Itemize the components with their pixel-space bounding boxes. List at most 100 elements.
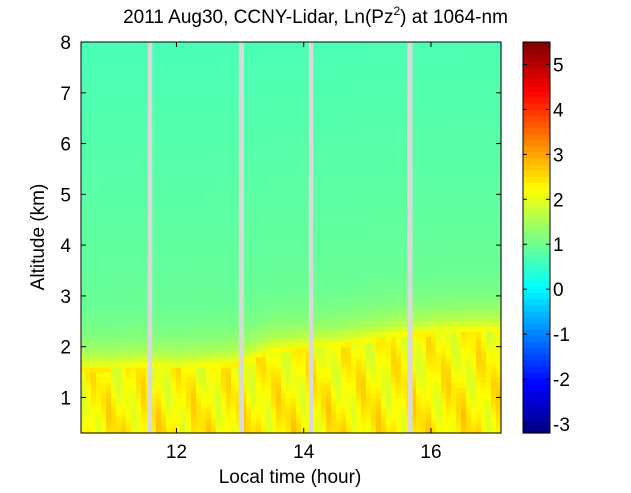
heatmap-cell <box>121 361 127 368</box>
heatmap-cell <box>171 87 177 94</box>
heatmap-cell <box>361 204 367 211</box>
heatmap-cell <box>136 229 142 236</box>
heatmap-cell <box>216 397 222 404</box>
heatmap-cell <box>141 194 147 201</box>
heatmap-cell <box>106 361 112 368</box>
heatmap-cell <box>91 392 97 399</box>
heatmap-cell <box>111 179 117 185</box>
heatmap-cell <box>126 72 132 79</box>
heatmap-cell <box>116 87 122 94</box>
heatmap-cell <box>361 290 367 297</box>
heatmap-cell <box>186 316 192 322</box>
heatmap-cell <box>266 174 272 180</box>
heatmap-cell <box>361 82 367 89</box>
heatmap-cell <box>326 336 332 343</box>
heatmap-cell <box>341 77 347 84</box>
heatmap-cell <box>106 113 112 119</box>
heatmap-cell <box>121 300 127 307</box>
heatmap-cell <box>291 118 297 124</box>
heatmap-cell <box>86 341 92 348</box>
heatmap-cell <box>386 356 392 363</box>
heatmap-cell <box>316 174 322 180</box>
heatmap-cell <box>196 184 202 190</box>
heatmap-cell <box>171 82 177 89</box>
heatmap-cell <box>226 250 232 256</box>
heatmap-cell <box>121 47 127 53</box>
heatmap-cell <box>281 240 287 246</box>
heatmap-cell <box>176 57 182 63</box>
heatmap-cell <box>341 97 347 104</box>
heatmap-cell <box>251 184 257 190</box>
heatmap-cell <box>216 366 222 373</box>
heatmap-cell <box>336 57 342 63</box>
heatmap-cell <box>106 199 112 206</box>
heatmap-cell <box>126 133 132 140</box>
heatmap-cell <box>286 229 292 236</box>
heatmap-cell <box>381 280 387 287</box>
heatmap-cell <box>201 143 207 150</box>
heatmap-cell <box>206 265 212 272</box>
heatmap-cell <box>331 158 337 165</box>
heatmap-cell <box>361 356 367 363</box>
heatmap-cell <box>236 148 242 155</box>
heatmap-cell <box>361 321 367 327</box>
heatmap-cell <box>401 285 407 292</box>
heatmap-cell <box>346 397 352 404</box>
heatmap-cell <box>351 143 357 150</box>
heatmap-cell <box>306 316 312 322</box>
heatmap-cell <box>131 240 137 246</box>
heatmap-cell <box>356 321 362 327</box>
heatmap-cell <box>296 102 302 109</box>
heatmap-cell <box>246 204 252 211</box>
heatmap-cell <box>161 260 167 267</box>
heatmap-cell <box>381 377 387 383</box>
heatmap-cell <box>321 280 327 287</box>
heatmap-cell <box>316 87 322 94</box>
heatmap-cell <box>136 102 142 109</box>
heatmap-cell <box>151 209 157 216</box>
heatmap-cell <box>246 158 252 165</box>
heatmap-cell <box>211 275 217 282</box>
heatmap-cell <box>156 280 162 287</box>
heatmap-cell <box>301 77 307 84</box>
heatmap-cell <box>306 168 312 175</box>
heatmap-cell <box>101 82 107 89</box>
heatmap-cell <box>361 234 367 241</box>
heatmap-cell <box>206 316 212 322</box>
heatmap-cell <box>161 351 167 358</box>
heatmap-cell <box>361 331 367 338</box>
heatmap-cell <box>316 412 322 419</box>
heatmap-cell <box>346 133 352 140</box>
heatmap-cell <box>96 108 102 114</box>
heatmap-cell <box>396 311 402 317</box>
heatmap-cell <box>306 234 312 241</box>
heatmap-cell <box>106 87 112 94</box>
heatmap-cell <box>246 229 252 236</box>
heatmap-cell <box>301 392 307 399</box>
heatmap-cell <box>371 158 377 165</box>
heatmap-cell <box>331 92 337 99</box>
heatmap-cell <box>126 199 132 206</box>
heatmap-cell <box>191 67 197 74</box>
heatmap-cell <box>366 214 372 221</box>
heatmap-cell <box>326 397 332 404</box>
heatmap-cell <box>221 295 227 302</box>
heatmap-cell <box>126 316 132 322</box>
heatmap-cell <box>141 412 147 419</box>
heatmap-cell <box>236 168 242 175</box>
heatmap-cell <box>196 346 202 353</box>
heatmap-cell <box>156 199 162 206</box>
heatmap-cell <box>81 42 87 48</box>
heatmap-cell <box>346 407 352 414</box>
heatmap-cell <box>186 194 192 201</box>
heatmap-cell <box>161 108 167 114</box>
heatmap-cell <box>251 397 257 404</box>
heatmap-cell <box>301 184 307 190</box>
heatmap-cell <box>366 290 372 297</box>
heatmap-cell <box>91 62 97 68</box>
heatmap-cell <box>386 204 392 211</box>
heatmap-cell <box>351 113 357 119</box>
heatmap-cell <box>126 240 132 246</box>
heatmap-cell <box>191 346 197 353</box>
heatmap-cell <box>96 240 102 246</box>
